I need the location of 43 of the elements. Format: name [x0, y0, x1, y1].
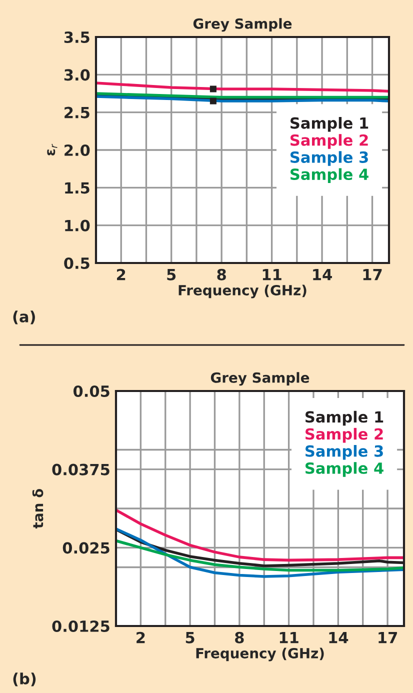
text: Sample 4: [306, 462, 384, 477]
line-series: [116, 539, 404, 572]
y-axis-title: ε$_{r}$: [47, 144, 58, 156]
line-series: [116, 508, 404, 562]
y-axis-title: tan δ: [32, 488, 44, 528]
y-tick-label: 0.0375: [52, 464, 110, 476]
text: Sample 4: [290, 168, 368, 184]
x-axis-title: Frequency (GHz): [196, 648, 324, 662]
x-tick-label: 2: [136, 632, 145, 644]
x-tick-label: 17: [378, 632, 397, 644]
text: Sample 1: [306, 410, 384, 426]
y-tick-label: 1.0: [65, 220, 90, 232]
x-tick-label: 11: [262, 269, 282, 280]
x-tick-label: 5: [186, 632, 194, 644]
y-tick-label: 2.0: [64, 144, 90, 156]
text: (a): [13, 310, 35, 324]
x-tick-label: 14: [313, 269, 332, 280]
chart-title: Grey Sample: [210, 372, 310, 386]
y-tick-label: 1.5: [65, 182, 90, 194]
x-axis-title: Frequency (GHz): [178, 284, 306, 298]
x-tick-label: 8: [235, 632, 244, 644]
y-tick-label: 0.0125: [52, 620, 110, 632]
chart-title: Grey Sample: [193, 18, 292, 32]
x-tick-label: 14: [329, 632, 348, 644]
y-tick-label: 3.5: [64, 31, 90, 44]
y-tick-label: 2.5: [64, 106, 90, 118]
text: Sample 2: [306, 428, 383, 443]
y-tick-label: 0.05: [73, 385, 110, 398]
series-label: Sample 1: [290, 116, 368, 132]
line-series: [96, 82, 389, 93]
x-tick-label: 11: [280, 632, 298, 644]
x-tick-label: 8: [217, 268, 226, 280]
text: Sample 2: [290, 134, 368, 149]
x-tick-label: 5: [167, 269, 176, 280]
line-series: [116, 527, 404, 578]
y-tick-label: 0.5: [64, 257, 90, 270]
x-tick-label: 2: [117, 268, 126, 280]
text: Sample 3: [290, 151, 368, 166]
text: Sample 3: [306, 445, 383, 460]
y-tick-label: 0.025: [62, 542, 110, 554]
x-tick-label: 17: [363, 269, 382, 280]
text: (b): [13, 672, 36, 686]
y-tick-label: 3.0: [64, 69, 90, 81]
